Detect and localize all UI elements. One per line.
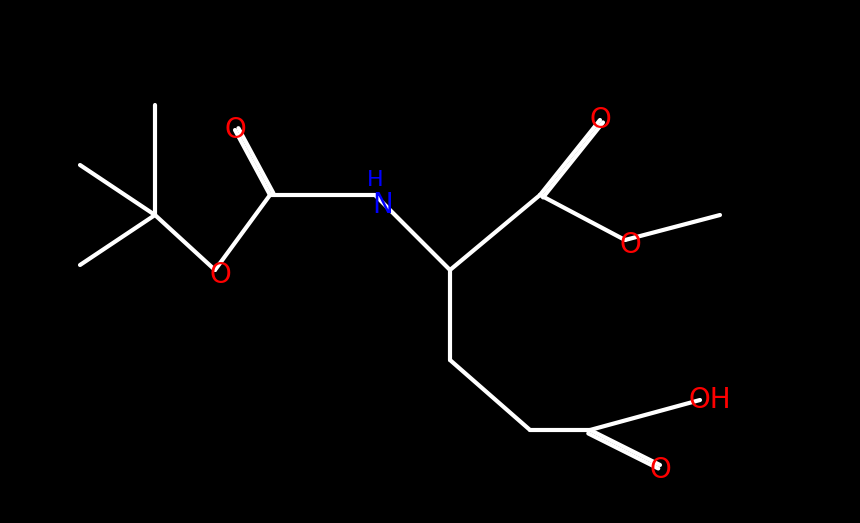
Text: O: O xyxy=(619,231,641,259)
Text: OH: OH xyxy=(689,386,731,414)
Text: O: O xyxy=(224,116,246,144)
Text: O: O xyxy=(589,106,611,134)
Text: O: O xyxy=(649,456,671,484)
Text: O: O xyxy=(209,261,230,289)
Text: H: H xyxy=(366,170,384,190)
Text: N: N xyxy=(372,191,393,219)
